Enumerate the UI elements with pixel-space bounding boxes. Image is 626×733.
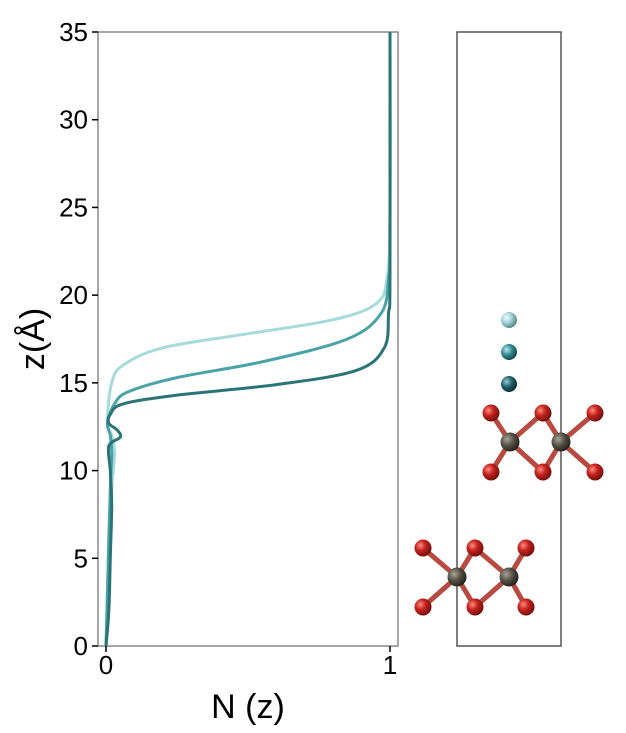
oxygen-atom — [534, 404, 552, 422]
y-tick-label: 15 — [59, 368, 88, 398]
atomic-structure — [414, 312, 604, 616]
oxygen-atom — [482, 463, 500, 481]
adsorbate-atom — [501, 344, 517, 360]
metal-atom — [500, 432, 520, 452]
metal-atom — [551, 432, 571, 452]
y-axis-label: z(Å) — [14, 308, 52, 370]
series-line-3 — [104, 31, 392, 647]
oxygen-atom — [517, 598, 535, 616]
oxygen-atom — [466, 539, 484, 557]
y-tick-label: 10 — [59, 456, 88, 486]
x-tick-label: 0 — [99, 650, 113, 680]
oxygen-atom — [534, 463, 552, 481]
oxygen-atom — [586, 404, 604, 422]
oxygen-atom — [586, 463, 604, 481]
oxygen-atom — [517, 539, 535, 557]
structure-cell-frame — [456, 31, 562, 647]
x-axis-label: N (z) — [211, 688, 285, 726]
y-tick-label: 35 — [59, 17, 88, 47]
metal-atom — [447, 567, 467, 587]
x-tick-label: 1 — [383, 650, 397, 680]
oxygen-atom — [482, 404, 500, 422]
y-tick-label: 5 — [74, 543, 88, 573]
series-layer — [104, 31, 392, 647]
oxygen-atom — [466, 598, 484, 616]
adsorbate-atom — [501, 376, 517, 392]
adsorbate-atom — [501, 312, 517, 328]
oxygen-atom — [414, 598, 432, 616]
oxygen-atom — [414, 539, 432, 557]
metal-atom — [499, 567, 519, 587]
y-tick-label: 25 — [59, 192, 88, 222]
series-line-2 — [104, 31, 392, 647]
y-tick-label: 30 — [59, 105, 88, 135]
y-ticks: 0 5 10 15 20 25 30 35 — [59, 17, 98, 661]
plot-frame — [97, 31, 399, 647]
y-tick-label: 20 — [59, 280, 88, 310]
y-tick-label: 0 — [74, 631, 88, 661]
